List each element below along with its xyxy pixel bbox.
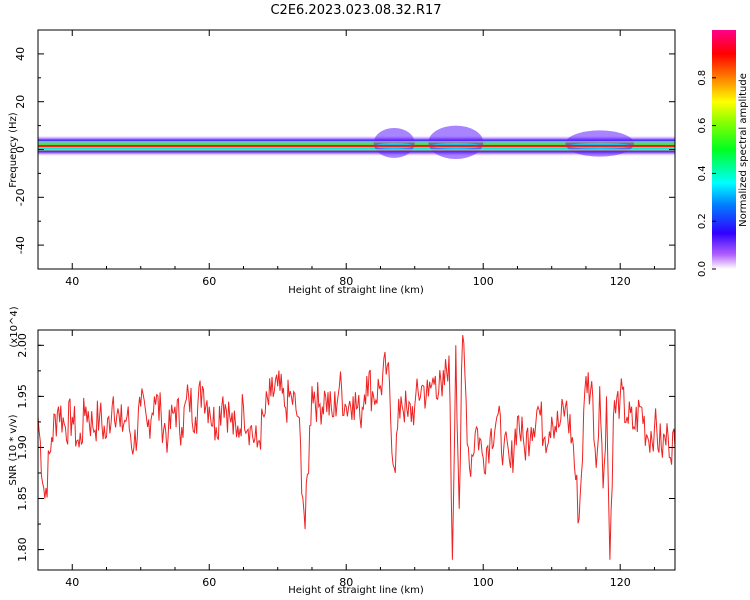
snr-ylabel: SNR (10 * v/v) bbox=[8, 414, 19, 485]
snr-multiplier: (x10^4) bbox=[9, 306, 20, 347]
x-tick-label: 40 bbox=[65, 576, 79, 589]
colorbar-tick-label: 0.0 bbox=[697, 261, 708, 277]
x-tick-label: 120 bbox=[610, 576, 631, 589]
spectrogram-xlabel: Height of straight line (km) bbox=[288, 285, 424, 296]
y-tick-label: 40 bbox=[14, 47, 27, 61]
x-tick-label: 100 bbox=[473, 275, 494, 288]
x-tick-label: 80 bbox=[339, 275, 353, 288]
colorbar-tick-label: 0.8 bbox=[697, 70, 708, 86]
y-tick-label: 1.90 bbox=[16, 435, 29, 460]
x-tick-label: 40 bbox=[65, 275, 79, 288]
x-tick-label: 80 bbox=[339, 576, 353, 589]
snr-series-line bbox=[38, 335, 675, 560]
spectral-band bbox=[38, 125, 675, 160]
figure-title: C2E6.2023.023.08.32.R17 bbox=[270, 3, 441, 18]
snr-panel: 40 60 80 100 120 1.80 1.85 1.90 1.95 2.00 Height … bbox=[8, 306, 676, 596]
colorbar-gradient bbox=[712, 30, 736, 269]
x-tick-label: 120 bbox=[610, 275, 631, 288]
spectrogram-ylabel: Frequency (Hz) bbox=[8, 112, 19, 188]
colorbar-tick-label: 0.2 bbox=[697, 213, 708, 229]
colorbar-tick-label: 0.4 bbox=[697, 165, 708, 181]
y-tick-label: 20 bbox=[14, 95, 27, 109]
spectrogram-panel: 40 60 80 100 120 40 20 0 -20 -40 Height of straig… bbox=[8, 29, 676, 296]
x-tick-label: 100 bbox=[473, 576, 494, 589]
y-tick-label: 1.85 bbox=[16, 486, 29, 511]
y-tick-label: 1.80 bbox=[16, 537, 29, 562]
y-tick-label: 0 bbox=[14, 146, 27, 153]
snr-xlabel: Height of straight line (km) bbox=[288, 585, 424, 596]
y-tick-label: -20 bbox=[14, 188, 27, 206]
snr-axes: 40 60 80 100 120 1.80 1.85 1.90 1.95 2.00 bbox=[16, 330, 675, 589]
y-tick-label: 2.00 bbox=[16, 333, 29, 358]
snr-frame bbox=[37, 329, 676, 571]
y-tick-label: -40 bbox=[14, 236, 27, 254]
spectrogram-axes: 40 60 80 100 120 40 20 0 -20 -40 bbox=[14, 29, 675, 288]
colorbar: 0.0 0.2 0.4 0.6 0.8 Normalized spectral ampl… bbox=[697, 30, 749, 277]
y-tick-label: 1.95 bbox=[16, 384, 29, 409]
colorbar-label: Normalized spectral amplitude bbox=[738, 73, 749, 227]
colorbar-ticks: 0.0 0.2 0.4 0.6 0.8 bbox=[697, 70, 716, 277]
colorbar-tick-label: 0.6 bbox=[697, 118, 708, 134]
x-tick-label: 60 bbox=[202, 275, 216, 288]
x-tick-label: 60 bbox=[202, 576, 216, 589]
